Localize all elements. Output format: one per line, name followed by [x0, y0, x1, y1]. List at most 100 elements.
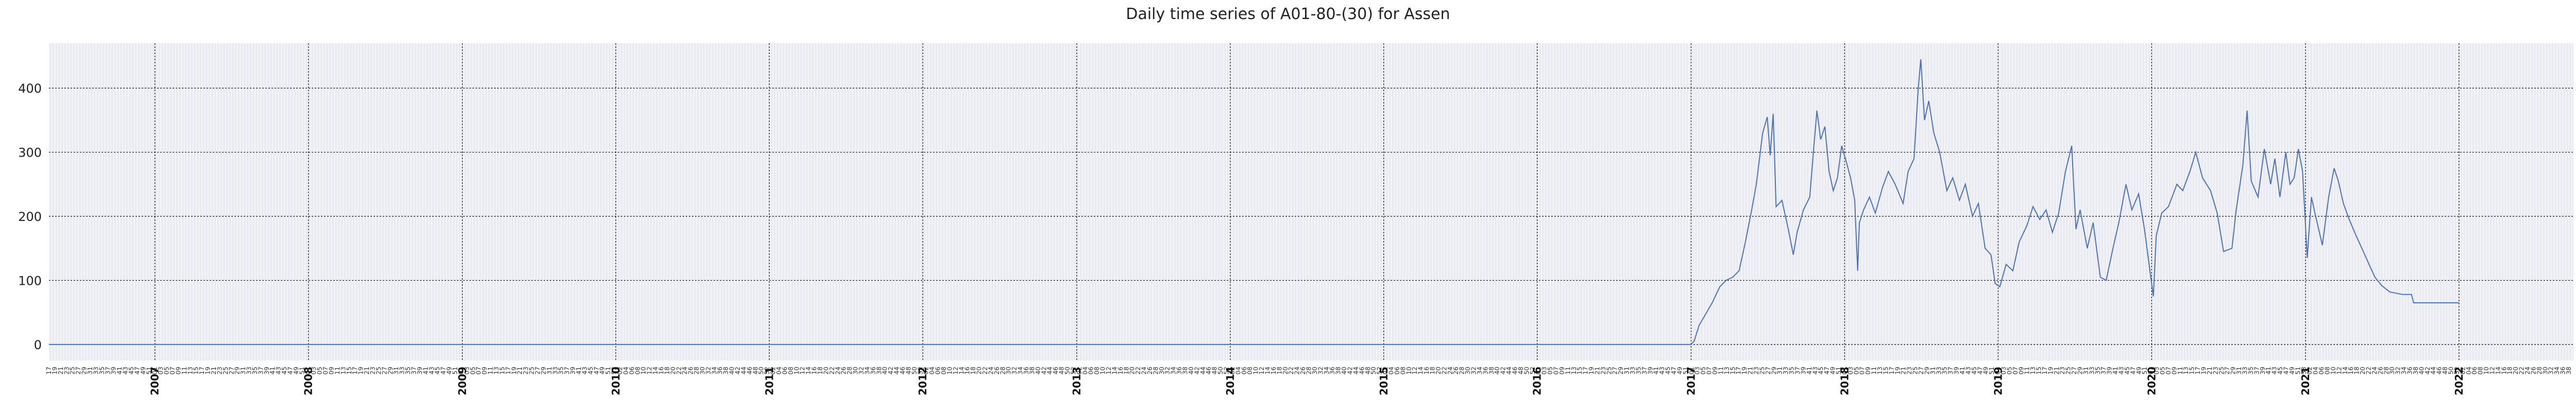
week-tick-label: 29 — [81, 367, 88, 374]
week-tick-label: 32 — [2395, 367, 2402, 374]
week-tick-label: 19 — [205, 367, 212, 374]
week-tick-label: 27 — [228, 367, 235, 374]
week-tick-label: 36 — [1329, 367, 1336, 374]
y-tick-label: 0 — [34, 338, 42, 352]
week-tick-label: 35 — [2094, 367, 2102, 374]
week-tick-label: 31 — [393, 367, 400, 374]
week-tick-label: 25 — [528, 367, 535, 374]
week-tick-label: 22 — [2365, 367, 2372, 374]
week-tick-label: 33 — [2242, 367, 2249, 374]
week-tick-label: 15 — [1576, 367, 1583, 374]
week-tick-label: 21 — [2206, 367, 2213, 374]
week-tick-label: 39 — [263, 367, 270, 374]
week-tick-label: 34 — [2553, 367, 2561, 374]
week-tick-label: 49 — [140, 367, 147, 374]
week-tick-label: 07 — [1859, 367, 1866, 374]
week-tick-label: 41 — [575, 367, 582, 374]
week-tick-label: 22 — [2518, 367, 2526, 374]
week-tick-label: 01 — [1688, 367, 1695, 374]
week-tick-label: 50 — [2447, 367, 2454, 374]
week-tick-label: 22 — [675, 367, 683, 374]
week-tick-label: 31 — [1929, 367, 1937, 374]
week-tick-label: 38 — [1335, 367, 1342, 374]
week-tick-label: 49 — [2136, 367, 2143, 374]
week-tick-label: 16 — [1117, 367, 1124, 374]
week-tick-label: 45 — [2124, 367, 2131, 374]
week-tick-label: 49 — [599, 367, 606, 374]
week-tick-label: 03 — [1847, 367, 1854, 374]
week-tick-label: 27 — [1765, 367, 1772, 374]
year-tick-label: 2009 — [456, 367, 468, 396]
y-tick-label: 200 — [18, 210, 42, 224]
week-tick-label: 13 — [1876, 367, 1884, 374]
week-tick-label: 18 — [970, 367, 977, 374]
week-tick-label: 17 — [1582, 367, 1589, 374]
week-tick-label: 08 — [940, 367, 947, 374]
week-tick-label: 37 — [1641, 367, 1648, 374]
week-tick-label: 45 — [1665, 367, 1672, 374]
week-tick-label: 24 — [2524, 367, 2531, 374]
week-tick-label: 16 — [2500, 367, 2507, 374]
week-tick-label: 06 — [781, 367, 788, 374]
week-tick-label: 38 — [2412, 367, 2419, 374]
week-tick-label: 46 — [2436, 367, 2443, 374]
week-tick-label: 10 — [1252, 367, 1260, 374]
week-tick-label: 19 — [511, 367, 518, 374]
week-tick-label: 07 — [1706, 367, 1713, 374]
week-tick-label: 27 — [75, 367, 82, 374]
week-tick-label: 48 — [1058, 367, 1065, 374]
week-tick-label: 45 — [281, 367, 288, 374]
week-tick-label: 51 — [605, 367, 612, 374]
week-tick-label: 19 — [1588, 367, 1595, 374]
week-tick-label: 21 — [57, 367, 64, 374]
week-tick-label: 10 — [1099, 367, 1107, 374]
week-tick-label: 12 — [2488, 367, 2496, 374]
week-tick-label: 10 — [946, 367, 953, 374]
week-tick-label: 39 — [1953, 367, 1960, 374]
week-tick-label: 41 — [1806, 367, 1813, 374]
week-tick-label: 13 — [2029, 367, 2037, 374]
week-tick-label: 21 — [1594, 367, 1601, 374]
week-tick-label: 08 — [1093, 367, 1100, 374]
week-tick-label: 23 — [2059, 367, 2066, 374]
week-tick-label: 12 — [1411, 367, 1418, 374]
week-tick-label: 04 — [928, 367, 936, 374]
week-tick-label: 02 — [616, 367, 623, 374]
week-tick-label: 50 — [1064, 367, 1071, 374]
week-tick-label: 03 — [2000, 367, 2007, 374]
week-tick-label: 15 — [2189, 367, 2196, 374]
week-tick-label: 28 — [2536, 367, 2543, 374]
week-tick-label: 06 — [935, 367, 942, 374]
week-tick-label: 31 — [240, 367, 247, 374]
week-tick-label: 47 — [1670, 367, 1677, 374]
week-tick-label: 20 — [1282, 367, 1289, 374]
week-tick-label: 24 — [2371, 367, 2378, 374]
week-tick-label: 40 — [2418, 367, 2425, 374]
week-tick-label: 29 — [2230, 367, 2237, 374]
week-tick-label: 40 — [728, 367, 736, 374]
week-tick-label: 26 — [840, 367, 848, 374]
week-tick-label: 33 — [1782, 367, 1789, 374]
week-tick-label: 30 — [1005, 367, 1012, 374]
week-tick-label: 37 — [1947, 367, 1954, 374]
week-tick-label: 05 — [2159, 367, 2166, 374]
week-tick-label: 11 — [334, 367, 341, 374]
week-tick-label: 29 — [1617, 367, 1624, 374]
week-tick-label: 26 — [2377, 367, 2384, 374]
week-tick-label: 41 — [2112, 367, 2119, 374]
week-tick-label: 28 — [1152, 367, 1159, 374]
week-tick-label: 38 — [1488, 367, 1495, 374]
week-tick-label: 31 — [2082, 367, 2090, 374]
week-tick-label: 01 — [457, 367, 465, 374]
week-tick-label: 02 — [1076, 367, 1083, 374]
week-tick-label: 33 — [1629, 367, 1636, 374]
week-tick-label: 49 — [293, 367, 300, 374]
year-tick-label: 2013 — [1071, 367, 1083, 396]
week-tick-label: 32 — [1011, 367, 1018, 374]
week-tick-label: 11 — [2177, 367, 2184, 374]
week-tick-label: 22 — [1440, 367, 1448, 374]
week-tick-label: 17 — [351, 367, 359, 374]
week-tick-label: 40 — [1494, 367, 1501, 374]
